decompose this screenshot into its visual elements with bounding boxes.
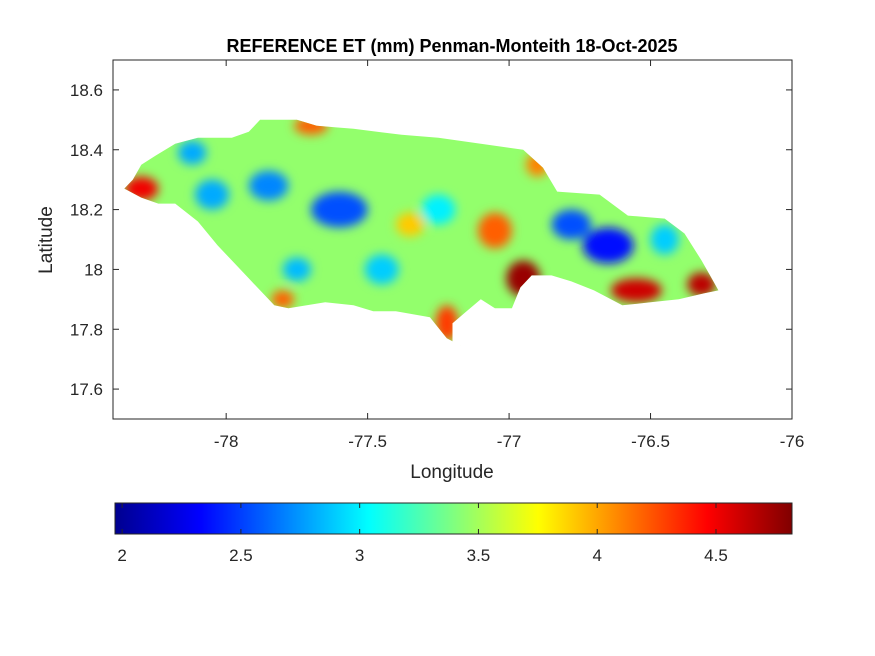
field-blob <box>395 212 425 237</box>
field-blob <box>271 290 295 309</box>
chart-title: REFERENCE ET (mm) Penman-Monteith 18-Oct… <box>226 36 677 56</box>
y-tick-label: 18.2 <box>70 201 103 220</box>
colorbar-tick-label: 4.5 <box>704 546 728 565</box>
y-tick-label: 17.6 <box>70 380 103 399</box>
field-blob <box>551 209 592 240</box>
y-tick-label: 18.4 <box>70 141 103 160</box>
y-tick-label: 18 <box>84 260 103 279</box>
x-axis-label: Longitude <box>410 462 493 483</box>
colorbar-tick-label: 3 <box>355 546 364 565</box>
field-blob <box>687 272 716 297</box>
field-blob <box>282 257 312 282</box>
y-tick-label: 17.8 <box>70 320 103 339</box>
y-tick-label: 18.6 <box>70 81 103 100</box>
x-tick-label: -77 <box>497 432 522 451</box>
x-tick-label: -76 <box>780 432 805 451</box>
field-blob <box>477 212 512 249</box>
field-blob <box>610 278 662 303</box>
field-blob <box>650 224 679 255</box>
field-blob <box>311 191 368 228</box>
field-blob <box>248 170 289 201</box>
field-blob <box>178 140 207 165</box>
field-blob <box>582 227 634 264</box>
colorbar-ticks: 2 2.5 3 3.5 4 4.5 <box>117 503 728 565</box>
x-axis: -78 -77.5 -77 -76.5 -76 <box>214 60 804 451</box>
field-blob <box>421 194 456 225</box>
y-axis-label: Latitude <box>36 206 57 274</box>
colorbar-tick-label: 3.5 <box>467 546 491 565</box>
x-tick-label: -76.5 <box>631 432 670 451</box>
x-tick-label: -78 <box>214 432 239 451</box>
colorbar <box>114 502 793 535</box>
colorbar-tick-label: 4 <box>592 546 601 565</box>
y-axis: 17.6 17.8 18 18.2 18.4 18.6 <box>70 81 792 399</box>
x-tick-label: -77.5 <box>348 432 387 451</box>
field-blob <box>195 179 229 210</box>
field-blob <box>364 254 399 285</box>
colorbar-tick-label: 2 <box>117 546 126 565</box>
colorbar-tick-label: 2.5 <box>229 546 253 565</box>
